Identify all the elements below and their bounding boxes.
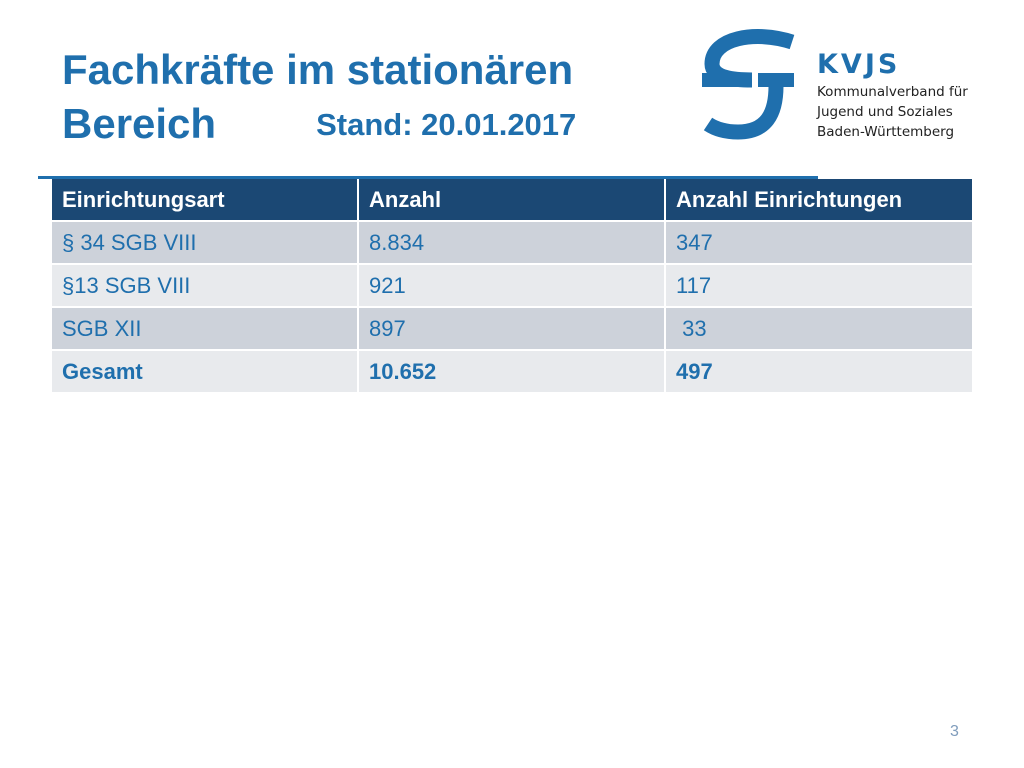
table-row: §13 SGB VIII 921 117	[52, 264, 972, 308]
slide-title: Fachkräfte im stationären Bereich Stand: …	[62, 44, 682, 156]
title-line-1: Fachkräfte im stationären	[62, 46, 574, 93]
table-cell: § 34 SGB VIII	[52, 221, 359, 265]
logo-brand: KVJS	[817, 49, 901, 80]
page-number: 3	[950, 723, 959, 740]
table-cell: §13 SGB VIII	[52, 264, 359, 308]
logo-text: KVJS Kommunalverband für Jugend und Sozi…	[817, 48, 968, 142]
table-cell: 8.834	[358, 221, 666, 265]
table-cell: 897	[358, 307, 666, 351]
column-header-einrichtungsart: Einrichtungsart	[52, 179, 359, 222]
logo-line-2: Jugend und Soziales	[817, 104, 953, 120]
total-anzahl: 10.652	[358, 350, 666, 394]
table-cell: 921	[358, 264, 666, 308]
title-line-2-text: Bereich	[62, 100, 217, 147]
table-total-row: Gesamt 10.652 497	[52, 350, 972, 394]
kvjs-logo: KVJS Kommunalverband für Jugend und Sozi…	[700, 28, 990, 148]
table-cell: 347	[665, 221, 972, 265]
table-cell: 33	[665, 307, 972, 351]
kvjs-logo-mark-icon	[702, 29, 795, 140]
table-header-row: Einrichtungsart Anzahl Anzahl Einrichtun…	[52, 179, 972, 222]
title-underline	[38, 176, 818, 179]
table-row: SGB XII 897 33	[52, 307, 972, 351]
logo-line-3: Baden-Württemberg	[817, 124, 955, 140]
table-row: § 34 SGB VIII 8.834 347	[52, 221, 972, 265]
logo-line-1: Kommunalverband für	[817, 84, 968, 100]
stand-date: Stand: 20.01.2017	[316, 107, 577, 142]
column-header-anzahl-einrichtungen: Anzahl Einrichtungen	[665, 179, 972, 222]
title-line-2: Bereich Stand: 20.01.2017	[62, 96, 682, 156]
column-header-anzahl: Anzahl	[358, 179, 666, 222]
table-cell: SGB XII	[52, 307, 359, 351]
staff-table: Einrichtungsart Anzahl Anzahl Einrichtun…	[52, 179, 972, 394]
total-einrichtungen: 497	[665, 350, 972, 394]
total-label: Gesamt	[52, 350, 359, 394]
table-cell: 117	[665, 264, 972, 308]
